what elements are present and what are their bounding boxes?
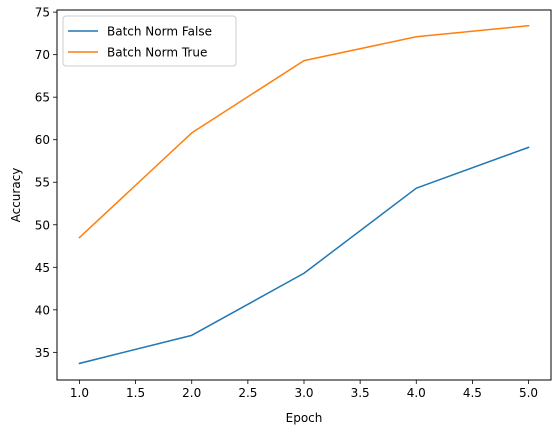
x-tick-label: 5.0 bbox=[519, 386, 538, 400]
series-line-batch-norm-true bbox=[78, 24, 530, 239]
x-tick-label: 1.5 bbox=[126, 386, 145, 400]
series-layer bbox=[78, 24, 530, 365]
legend-label-batch-norm-true: Batch Norm True bbox=[107, 46, 207, 60]
y-tick-label: 70 bbox=[35, 48, 50, 62]
y-tick-label: 40 bbox=[35, 303, 50, 317]
series-line-batch-norm-false bbox=[78, 146, 530, 365]
x-tick-label: 4.0 bbox=[407, 386, 426, 400]
x-axis: 1.0 1.5 2.0 2.5 3.0 3.5 4.0 4.5 5.0 bbox=[70, 380, 538, 400]
y-tick-label: 45 bbox=[35, 261, 50, 275]
x-tick-label: 2.0 bbox=[182, 386, 201, 400]
x-tick-label: 2.5 bbox=[238, 386, 257, 400]
y-tick-label: 75 bbox=[35, 6, 50, 20]
x-axis-label: Epoch bbox=[286, 411, 323, 425]
x-tick-label: 3.0 bbox=[294, 386, 313, 400]
y-tick-label: 65 bbox=[35, 91, 50, 105]
y-tick-label: 50 bbox=[35, 218, 50, 232]
x-tick-label: 3.5 bbox=[351, 386, 370, 400]
legend: Batch Norm False Batch Norm True bbox=[62, 15, 237, 67]
y-axis-label: Accuracy bbox=[9, 168, 23, 223]
legend-label-batch-norm-false: Batch Norm False bbox=[107, 25, 212, 39]
y-tick-label: 35 bbox=[35, 346, 50, 360]
legend-box bbox=[62, 15, 237, 67]
x-tick-label: 1.0 bbox=[70, 386, 89, 400]
y-tick-label: 55 bbox=[35, 176, 50, 190]
y-tick-label: 60 bbox=[35, 133, 50, 147]
x-tick-label: 4.5 bbox=[463, 386, 482, 400]
y-axis: 35 40 45 50 55 60 65 70 75 bbox=[35, 6, 57, 360]
